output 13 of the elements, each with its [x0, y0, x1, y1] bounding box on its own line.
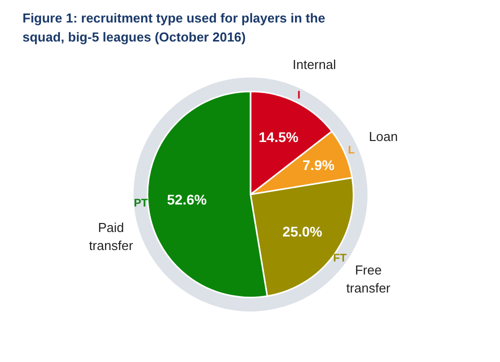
- slice-label: Free transfer: [346, 262, 392, 296]
- text: PT: [134, 197, 148, 210]
- text: L: [348, 144, 355, 156]
- data-label: 25.0%: [282, 224, 323, 240]
- slice-label: Paid transfer: [88, 220, 134, 253]
- slice-label: Internal: [292, 56, 336, 72]
- chart-title: Figure 1: recruitment type used for players in the squad, big-5 leagues (October 2016): [22, 10, 326, 44]
- data-label: 7.9%: [302, 156, 335, 173]
- data-label: 52.6%: [167, 192, 208, 208]
- text: FT: [333, 252, 347, 265]
- data-label: 14.5%: [258, 129, 299, 146]
- slice-label: Loan: [368, 128, 398, 144]
- text: I: [297, 90, 300, 102]
